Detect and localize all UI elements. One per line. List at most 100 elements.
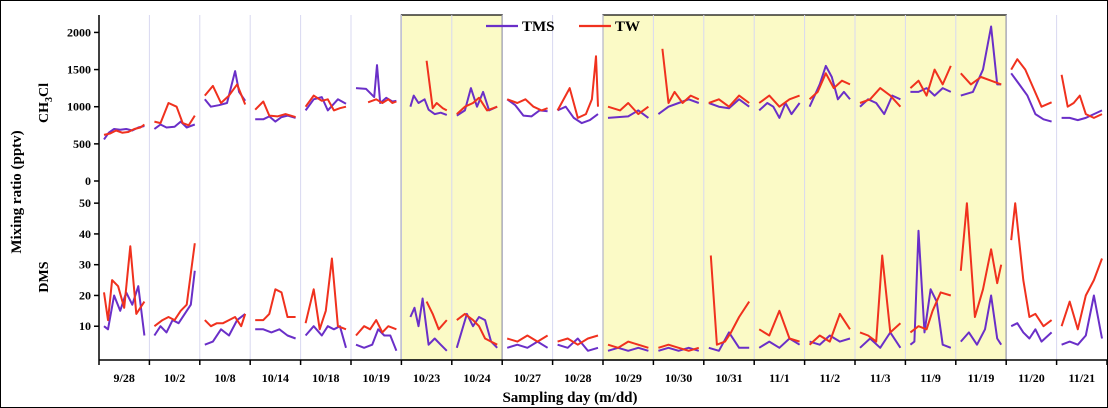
series-line-tms-dms	[153, 270, 196, 337]
series-line-tw-ch3cl	[758, 94, 800, 108]
y-tick-label: 2000	[67, 25, 91, 39]
series-line-tms-dms	[355, 328, 398, 352]
series-line-tw-dms	[506, 334, 549, 343]
series-line-tw-ch3cl	[254, 100, 296, 119]
legend: TMS TW	[486, 19, 640, 35]
x-tick-label: 11/1	[769, 371, 790, 385]
series-line-tw-ch3cl	[960, 72, 1002, 86]
series-line-tw-ch3cl	[607, 102, 649, 116]
x-tick-label: 10/14	[262, 371, 289, 385]
series-line-tms-ch3cl	[910, 87, 952, 97]
series-line-tw-dms	[1060, 258, 1103, 331]
x-tick-label: 10/29	[615, 371, 642, 385]
panel-label-ch3cl: CH3Cl	[37, 83, 55, 123]
x-tick-label: 10/8	[214, 371, 235, 385]
day-separators	[148, 15, 1058, 360]
series-line-tw-dms	[103, 245, 146, 322]
x-tick-label: 11/9	[920, 371, 941, 385]
y-tick-label: 1000	[67, 100, 91, 114]
series-line-tms-ch3cl	[153, 120, 196, 130]
panel-label-dms: DMS	[37, 261, 52, 292]
series-line-tms-dms	[506, 340, 549, 349]
series-line-tms-dms	[1061, 294, 1103, 346]
series-line-tw-dms	[909, 291, 952, 334]
axes: 0 500 1000 1500 2000 CH3Cl 10 20 30 40 50 DMS 9/28 10…	[37, 15, 1108, 385]
x-tick-label: 10/30	[665, 371, 692, 385]
series-line-tw-dms	[1010, 202, 1053, 328]
series-line-tms-ch3cl	[657, 98, 700, 115]
series-line-tw-ch3cl	[425, 60, 448, 112]
series-line-tms-dms	[909, 229, 952, 349]
series-line-tms-dms	[557, 337, 599, 352]
series-line-tw-dms	[355, 319, 397, 337]
series-line-tw-dms	[425, 301, 448, 331]
series-line-tw-dms	[658, 343, 700, 352]
y-tick-label: 500	[73, 137, 91, 151]
series-line-tw-dms	[153, 243, 196, 327]
series-line-tms-ch3cl	[808, 64, 851, 108]
y-tick-label: 1500	[67, 63, 91, 77]
series-line-tms-ch3cl	[708, 98, 750, 110]
x-tick-label: 9/28	[114, 371, 135, 385]
series-line-tms-dms	[204, 313, 246, 346]
x-tick-label: 10/28	[564, 371, 591, 385]
x-tick-label: 11/19	[968, 371, 995, 385]
series-line-tw-dms	[255, 288, 296, 322]
series-line-tw-ch3cl	[909, 65, 952, 97]
y-tick-label: 0	[85, 174, 91, 188]
x-tick-label: 10/31	[715, 371, 742, 385]
series-line-tms-dms	[859, 331, 902, 349]
x-tick-label: 10/18	[312, 371, 339, 385]
series-line-tw-dms	[204, 313, 247, 328]
series-line-tw-dms	[808, 312, 851, 346]
series-line-tw-ch3cl	[1010, 58, 1052, 108]
series-line-tw-ch3cl	[506, 98, 548, 112]
x-tick-label: 11/2	[819, 371, 840, 385]
series-line-tw-dms	[758, 309, 800, 343]
series-line-tms-ch3cl	[304, 96, 347, 112]
series-line-tms-dms	[960, 294, 1003, 346]
x-tick-label: 10/19	[363, 371, 390, 385]
y-tick-label: 50	[79, 196, 91, 210]
y-tick-label: 40	[79, 227, 91, 241]
series-line-tw-ch3cl	[661, 48, 700, 104]
series-line-tms-dms	[255, 328, 296, 340]
series-line-tms-dms	[708, 331, 750, 352]
series-line-tms-ch3cl	[960, 25, 1002, 97]
series-line-tw-dms	[607, 340, 649, 349]
series-line-tw-ch3cl	[708, 94, 750, 108]
series-line-tw-dms	[304, 257, 347, 331]
legend-label-tw: TW	[615, 19, 640, 35]
y-axis-label: Mixing ratio (pptv)	[9, 130, 25, 253]
series-line-tw-dms	[557, 334, 599, 346]
x-tick-label: 11/3	[870, 371, 891, 385]
series-line-tw-ch3cl	[456, 96, 498, 115]
series-line-tw-dms	[709, 255, 751, 346]
legend-label-tms: TMS	[522, 19, 555, 35]
series-line-tw-ch3cl	[154, 102, 196, 127]
series-line-tw-ch3cl	[556, 55, 599, 119]
series-line-tms-ch3cl	[758, 102, 801, 119]
y-tick-label: 30	[79, 258, 91, 272]
series-line-tw-ch3cl	[808, 72, 851, 101]
x-tick-label: 10/2	[164, 371, 185, 385]
x-axis-label: Sampling day (m/dd)	[502, 390, 637, 406]
series-line-tms-ch3cl	[1010, 72, 1052, 123]
series-lines	[103, 25, 1103, 352]
series-line-tw-dms	[959, 202, 1003, 318]
series-line-tw-dms	[859, 254, 902, 343]
series-line-tms-dms	[809, 334, 851, 346]
series-line-tms-dms	[1010, 322, 1053, 343]
series-line-tw-ch3cl	[103, 123, 145, 136]
series-line-tms-ch3cl	[557, 105, 599, 125]
y-tick-label: 20	[79, 288, 91, 302]
series-line-tms-ch3cl	[1061, 109, 1103, 122]
series-line-tw-ch3cl	[859, 87, 902, 108]
series-line-tw-ch3cl	[1060, 74, 1103, 119]
series-line-tw-dms	[456, 312, 498, 346]
x-tick-label: 10/27	[514, 371, 541, 385]
series-line-tms-dms	[409, 297, 448, 352]
y-tick-label: 10	[79, 319, 91, 333]
series-line-tw-ch3cl	[304, 94, 347, 112]
